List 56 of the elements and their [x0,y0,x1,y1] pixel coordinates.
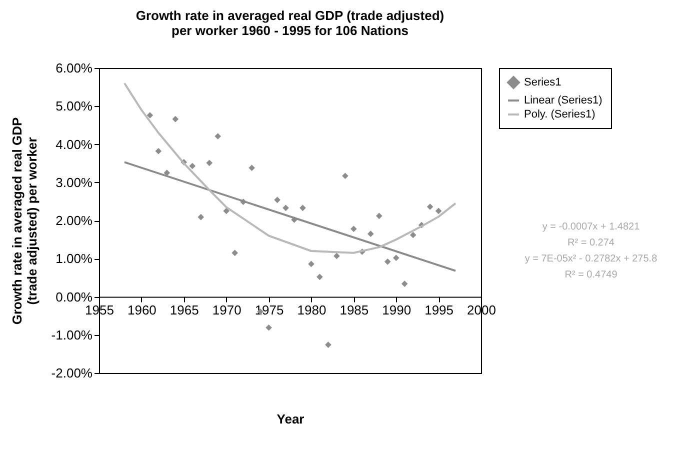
point [350,226,357,232]
y-axis-title: Growth rate in averaged real GDP (trade adjusted) per worker [9,117,40,325]
point [146,112,154,118]
y-tick-label: -1.00% [51,327,93,342]
point [223,208,230,214]
x-tick-label: 1965 [170,302,199,318]
y-tick-label: 0.00% [56,289,93,304]
point [435,208,442,214]
point [410,232,416,238]
x-tick-label: 1985 [340,302,369,318]
point [300,204,306,212]
x-tick-label: 1980 [297,302,326,318]
chart-title: Growth rate in averaged real GDP (trade adjusted) per worker 1960 - 1995 for 106 Nations [136,8,444,38]
x-tick-label: 1970 [212,302,242,318]
point [172,116,179,122]
point [376,212,382,220]
point [367,230,374,238]
point [164,170,170,176]
legend-label: Series1 [524,76,562,88]
point [392,254,400,262]
point [342,172,348,180]
point [266,324,272,331]
x-tick-label: 1960 [127,302,156,318]
point [155,148,162,154]
legend-label: Poly. (Series1) [524,108,596,120]
point [198,214,204,220]
point [248,164,255,172]
point [232,250,238,256]
y-tick-label: 1.00% [56,251,93,266]
y-tick-label: 4.00% [56,136,93,152]
y-tick-label: -2.00% [51,366,93,380]
point [401,280,408,287]
point [214,133,222,140]
point [384,258,391,265]
x-tick-label: 1990 [382,302,412,318]
y-tick-label: 3.00% [56,174,93,190]
line-series [123,82,457,254]
x-axis-title: Year [276,412,304,426]
text: R² = 0.274 [568,238,615,249]
legend-label: Linear (Series1) [524,94,602,106]
point [282,204,289,212]
text: y = 7E-05x² - 0.2782x + 275.8 [524,254,658,265]
y-tick-label: 6.00% [56,60,93,76]
point [334,252,340,260]
point [325,342,332,348]
text: y = -0.0007x + 1.4821 [542,222,640,233]
point [274,196,280,204]
point [206,160,213,166]
point [189,162,196,170]
point [316,274,323,280]
y-tick-label: 5.00% [56,98,93,114]
y-tick-label: 2.00% [56,213,93,228]
x-tick-label: 1995 [424,302,454,318]
point [308,260,314,268]
text: R² = 0.4749 [564,270,618,281]
point [426,204,434,210]
